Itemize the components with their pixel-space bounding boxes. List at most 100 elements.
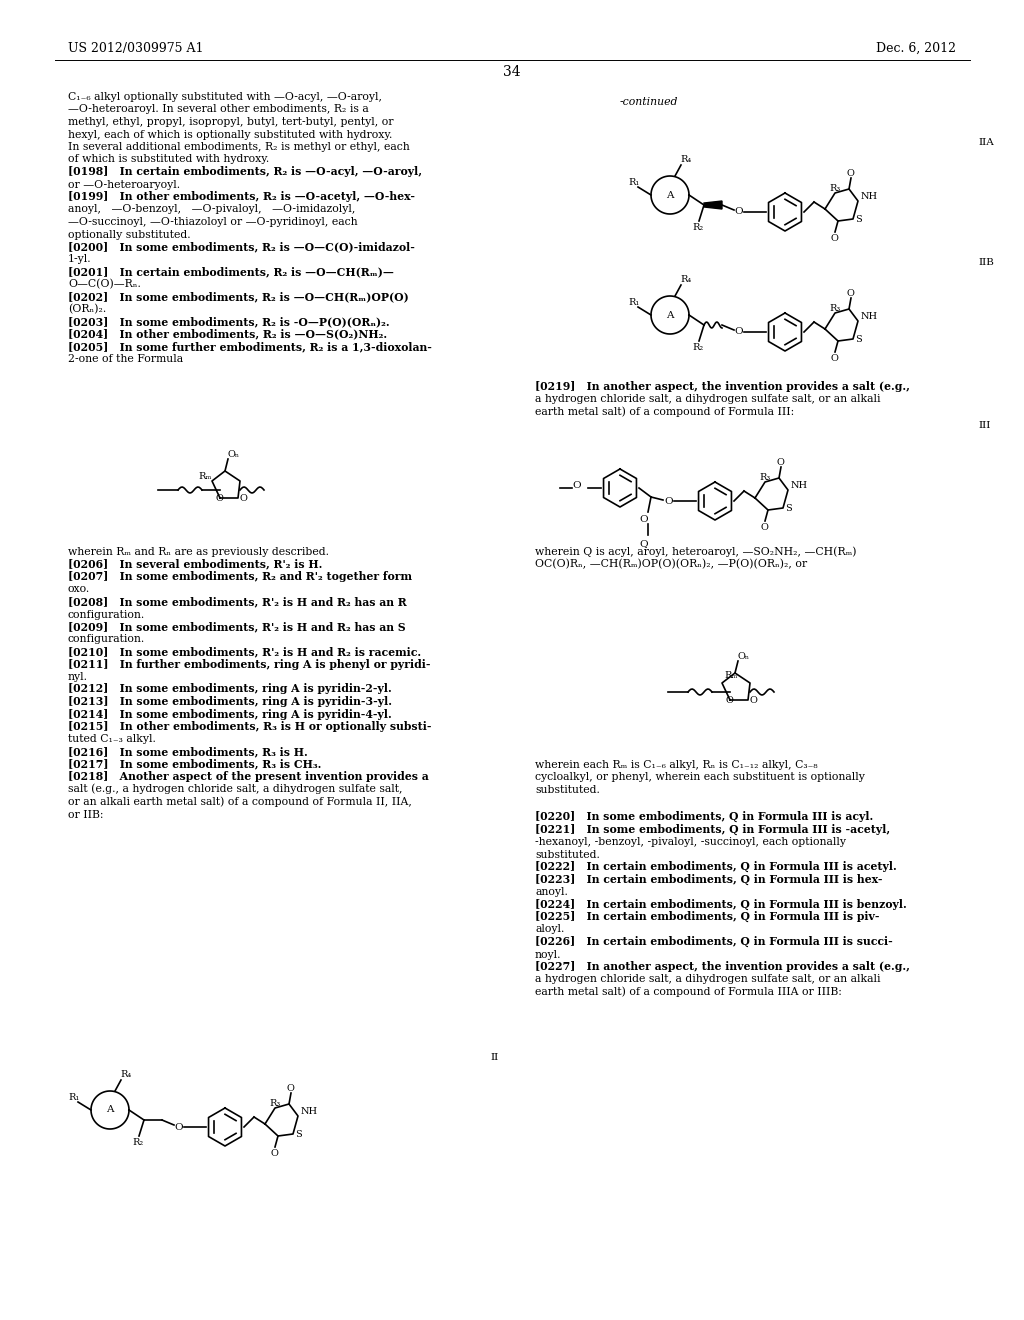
- Text: 1-yl.: 1-yl.: [68, 255, 91, 264]
- Text: II: II: [490, 1053, 499, 1063]
- Text: wherein Q is acyl, aroyl, heteroaroyl, —SO₂NH₂, —CH(Rₘ): wherein Q is acyl, aroyl, heteroaroyl, —…: [535, 546, 856, 557]
- Text: [0220]   In some embodiments, Q in Formula III is acyl.: [0220] In some embodiments, Q in Formula…: [535, 810, 873, 822]
- Text: NH: NH: [791, 480, 808, 490]
- Text: S: S: [855, 215, 862, 224]
- Text: [0212]   In some embodiments, ring A is pyridin-2-yl.: [0212] In some embodiments, ring A is py…: [68, 684, 392, 694]
- Text: O: O: [240, 494, 248, 503]
- Text: [0208]   In some embodiments, R'₂ is H and R₂ has an R: [0208] In some embodiments, R'₂ is H and…: [68, 597, 407, 607]
- Text: [0201]   In certain embodiments, R₂ is —O—CH(Rₘ)—: [0201] In certain embodiments, R₂ is —O—…: [68, 267, 394, 277]
- Text: [0202]   In some embodiments, R₂ is —O—CH(Rₘ)OP(O): [0202] In some embodiments, R₂ is —O—CH(…: [68, 290, 409, 302]
- Text: R₂: R₂: [692, 343, 703, 352]
- Text: earth metal salt) of a compound of Formula III:: earth metal salt) of a compound of Formu…: [535, 407, 795, 417]
- Text: [0217]   In some embodiments, R₃ is CH₃.: [0217] In some embodiments, R₃ is CH₃.: [68, 759, 322, 770]
- Text: IIA: IIA: [978, 139, 993, 147]
- Text: NH: NH: [301, 1107, 318, 1115]
- Text: R₄: R₄: [680, 154, 691, 164]
- Text: [0218]   Another aspect of the present invention provides a: [0218] Another aspect of the present inv…: [68, 771, 429, 781]
- Text: [0214]   In some embodiments, ring A is pyridin-4-yl.: [0214] In some embodiments, ring A is py…: [68, 709, 392, 719]
- Text: [0203]   In some embodiments, R₂ is -O—P(O)(ORₙ)₂.: [0203] In some embodiments, R₂ is -O—P(O…: [68, 315, 389, 327]
- Text: configuration.: configuration.: [68, 610, 145, 619]
- Text: noyl.: noyl.: [535, 949, 561, 960]
- Text: R₄: R₄: [680, 275, 691, 284]
- Text: 34: 34: [503, 65, 521, 79]
- Text: [0223]   In certain embodiments, Q in Formula III is hex-: [0223] In certain embodiments, Q in Form…: [535, 874, 883, 884]
- Text: S: S: [855, 335, 862, 345]
- Text: aloyl.: aloyl.: [535, 924, 564, 935]
- Text: R₂: R₂: [132, 1138, 143, 1147]
- Text: [0225]   In certain embodiments, Q in Formula III is piv-: [0225] In certain embodiments, Q in Form…: [535, 911, 880, 923]
- Text: substituted.: substituted.: [535, 785, 600, 795]
- Text: anoyl.: anoyl.: [535, 887, 568, 898]
- Text: [0198]   In certain embodiments, R₂ is —O-acyl, —O-aroyl,: [0198] In certain embodiments, R₂ is —O-…: [68, 166, 422, 177]
- Text: [0207]   In some embodiments, R₂ and R'₂ together form: [0207] In some embodiments, R₂ and R'₂ t…: [68, 572, 412, 582]
- Text: [0215]   In other embodiments, R₃ is H or optionally substi-: [0215] In other embodiments, R₃ is H or …: [68, 721, 431, 733]
- Polygon shape: [705, 201, 722, 209]
- Text: Dec. 6, 2012: Dec. 6, 2012: [876, 42, 956, 55]
- Text: optionally substituted.: optionally substituted.: [68, 230, 190, 239]
- Text: or —O-heteroaryoyl.: or —O-heteroaryoyl.: [68, 180, 180, 190]
- Text: [0205]   In some further embodiments, R₂ is a 1,3-dioxolan-: [0205] In some further embodiments, R₂ i…: [68, 341, 432, 352]
- Text: (ORₙ)₂.: (ORₙ)₂.: [68, 304, 106, 314]
- Text: [0216]   In some embodiments, R₃ is H.: [0216] In some embodiments, R₃ is H.: [68, 746, 308, 756]
- Text: R₃: R₃: [829, 183, 841, 193]
- Text: [0199]   In other embodiments, R₂ is —O-acetyl, —O-hex-: [0199] In other embodiments, R₂ is —O-ac…: [68, 191, 415, 202]
- Text: Q: Q: [640, 540, 648, 549]
- Text: R₂: R₂: [692, 223, 703, 232]
- Text: S: S: [295, 1130, 302, 1139]
- Text: nyl.: nyl.: [68, 672, 88, 682]
- Text: O: O: [846, 169, 854, 178]
- Text: O: O: [665, 496, 674, 506]
- Text: anoyl,   —O-benzoyl,   —O-pivaloyl,   —O-imidazolyl,: anoyl, —O-benzoyl, —O-pivaloyl, —O-imida…: [68, 205, 355, 214]
- Text: O: O: [734, 327, 743, 337]
- Text: O: O: [830, 234, 838, 243]
- Text: a hydrogen chloride salt, a dihydrogen sulfate salt, or an alkali: a hydrogen chloride salt, a dihydrogen s…: [535, 395, 881, 404]
- Text: In several additional embodiments, R₂ is methyl or ethyl, each: In several additional embodiments, R₂ is…: [68, 143, 410, 152]
- Text: -continued: -continued: [620, 96, 679, 107]
- Text: O—C(O)—Rₙ.: O—C(O)—Rₙ.: [68, 280, 141, 289]
- Text: R₃: R₃: [269, 1100, 281, 1107]
- Text: [0209]   In some embodiments, R'₂ is H and R₂ has an S: [0209] In some embodiments, R'₂ is H and…: [68, 620, 406, 632]
- Text: Oₙ: Oₙ: [227, 450, 240, 459]
- Text: C₁₋₆ alkyl optionally substituted with —O-acyl, —O-aroyl,: C₁₋₆ alkyl optionally substituted with —…: [68, 92, 382, 102]
- Text: oxo.: oxo.: [68, 585, 90, 594]
- Text: hexyl, each of which is optionally substituted with hydroxy.: hexyl, each of which is optionally subst…: [68, 129, 392, 140]
- Text: or an alkali earth metal salt) of a compound of Formula II, IIA,: or an alkali earth metal salt) of a comp…: [68, 796, 412, 807]
- Text: a hydrogen chloride salt, a dihydrogen sulfate salt, or an alkali: a hydrogen chloride salt, a dihydrogen s…: [535, 974, 881, 985]
- Text: [0219]   In another aspect, the invention provides a salt (e.g.,: [0219] In another aspect, the invention …: [535, 381, 910, 392]
- Text: O: O: [776, 458, 784, 467]
- Text: O: O: [286, 1084, 294, 1093]
- Text: R₁: R₁: [628, 298, 639, 308]
- Text: R₄: R₄: [120, 1071, 131, 1078]
- Text: Oₙ: Oₙ: [737, 652, 750, 661]
- Text: [0200]   In some embodiments, R₂ is —O—C(O)-imidazol-: [0200] In some embodiments, R₂ is —O—C(O…: [68, 242, 415, 252]
- Text: NH: NH: [861, 312, 879, 321]
- Text: [0224]   In certain embodiments, Q in Formula III is benzoyl.: [0224] In certain embodiments, Q in Form…: [535, 899, 906, 909]
- Text: O: O: [572, 482, 582, 491]
- Text: O: O: [846, 289, 854, 298]
- Text: —O-heteroaroyl. In several other embodiments, R₂ is a: —O-heteroaroyl. In several other embodim…: [68, 104, 369, 115]
- Text: 2-one of the Formula: 2-one of the Formula: [68, 355, 183, 364]
- Text: methyl, ethyl, propyl, isopropyl, butyl, tert-butyl, pentyl, or: methyl, ethyl, propyl, isopropyl, butyl,…: [68, 117, 393, 127]
- Text: [0211]   In further embodiments, ring A is phenyl or pyridi-: [0211] In further embodiments, ring A is…: [68, 659, 430, 669]
- Text: R₃: R₃: [759, 473, 770, 482]
- Text: Rₘ: Rₘ: [724, 671, 737, 680]
- Text: earth metal salt) of a compound of Formula IIIA or IIIB:: earth metal salt) of a compound of Formu…: [535, 986, 842, 997]
- Text: IIB: IIB: [978, 257, 994, 267]
- Text: O: O: [750, 696, 758, 705]
- Text: wherein Rₘ and Rₙ are as previously described.: wherein Rₘ and Rₙ are as previously desc…: [68, 546, 329, 557]
- Text: [0213]   In some embodiments, ring A is pyridin-3-yl.: [0213] In some embodiments, ring A is py…: [68, 696, 392, 708]
- Text: O: O: [270, 1148, 278, 1158]
- Text: [0210]   In some embodiments, R'₂ is H and R₂ is racemic.: [0210] In some embodiments, R'₂ is H and…: [68, 645, 421, 657]
- Text: US 2012/0309975 A1: US 2012/0309975 A1: [68, 42, 204, 55]
- Text: NH: NH: [861, 191, 879, 201]
- Text: substituted.: substituted.: [535, 850, 600, 859]
- Text: O: O: [760, 523, 768, 532]
- Text: R₃: R₃: [829, 304, 841, 313]
- Text: [0227]   In another aspect, the invention provides a salt (e.g.,: [0227] In another aspect, the invention …: [535, 961, 910, 972]
- Text: of which is substituted with hydroxy.: of which is substituted with hydroxy.: [68, 154, 269, 165]
- Text: salt (e.g., a hydrogen chloride salt, a dihydrogen sulfate salt,: salt (e.g., a hydrogen chloride salt, a …: [68, 784, 402, 795]
- Text: OC(O)Rₙ, —CH(Rₘ)OP(O)(ORₙ)₂, —P(O)(ORₙ)₂, or: OC(O)Rₙ, —CH(Rₘ)OP(O)(ORₙ)₂, —P(O)(ORₙ)₂…: [535, 560, 807, 569]
- Text: A: A: [667, 310, 674, 319]
- Text: [0226]   In certain embodiments, Q in Formula III is succi-: [0226] In certain embodiments, Q in Form…: [535, 936, 893, 948]
- Text: R₁: R₁: [628, 178, 639, 187]
